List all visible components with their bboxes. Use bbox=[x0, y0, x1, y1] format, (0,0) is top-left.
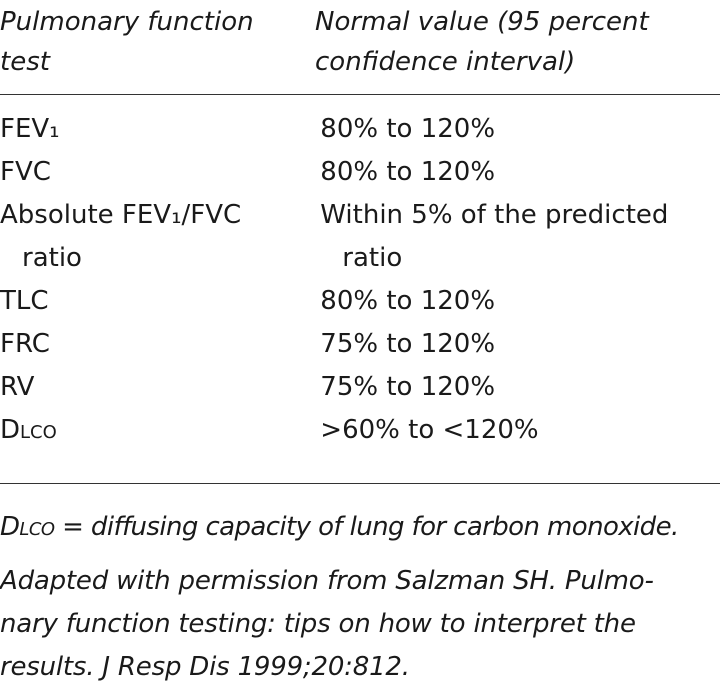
header-cell: Normal value (95 percent confidence inte… bbox=[315, 7, 649, 77]
test-cell: Absolute FEV₁/FVC ratio bbox=[0, 200, 242, 273]
value-cell: 80% to 120% bbox=[320, 114, 496, 144]
table-row: FVC 80% to 120% bbox=[0, 151, 720, 194]
source-line: results. J Resp Dis 1999;20:812. bbox=[0, 652, 410, 682]
footnote-text: = diffusing capacity of lung for carbon … bbox=[62, 512, 679, 542]
table-body: FEV₁ 80% to 120% FVC 80% to 120% Absolute FE… bbox=[0, 108, 720, 452]
value-cell: 75% to 120% bbox=[320, 372, 496, 402]
table-row: RV 75% to 120% bbox=[0, 366, 720, 409]
source-line: Adapted with permission from Salzman SH.… bbox=[0, 566, 654, 596]
source-line: nary function testing: tips on how to in… bbox=[0, 609, 636, 639]
table-row: Dlco >60% to <120% bbox=[0, 409, 720, 452]
test-cell: TLC bbox=[0, 286, 49, 316]
value-cell: 80% to 120% bbox=[320, 286, 496, 316]
value-cell: 80% to 120% bbox=[320, 157, 496, 187]
table-row: Absolute FEV₁/FVC ratio Within 5% of the … bbox=[0, 194, 720, 280]
footnote-term: Dlco bbox=[0, 512, 55, 542]
table-row: TLC 80% to 120% bbox=[0, 280, 720, 323]
rule bbox=[0, 483, 720, 484]
test-cell: RV bbox=[0, 372, 35, 402]
test-cell: Dlco bbox=[0, 415, 57, 445]
test-cell: FEV₁ bbox=[0, 114, 60, 144]
test-cell: FVC bbox=[0, 157, 51, 187]
table-row: FRC 75% to 120% bbox=[0, 323, 720, 366]
value-cell: >60% to <120% bbox=[320, 415, 539, 445]
header-cell: Pulmonary function test bbox=[0, 7, 254, 77]
table-row: FEV₁ 80% to 120% bbox=[0, 108, 720, 151]
value-cell: Within 5% of the predicted ratio bbox=[320, 200, 669, 273]
test-cell: FRC bbox=[0, 329, 50, 359]
footnote: Dlco = diffusing capacity of lung for ca… bbox=[0, 512, 679, 542]
value-cell: 75% to 120% bbox=[320, 329, 496, 359]
rule bbox=[0, 94, 720, 95]
source: Adapted with permission from Salzman SH.… bbox=[0, 560, 654, 689]
